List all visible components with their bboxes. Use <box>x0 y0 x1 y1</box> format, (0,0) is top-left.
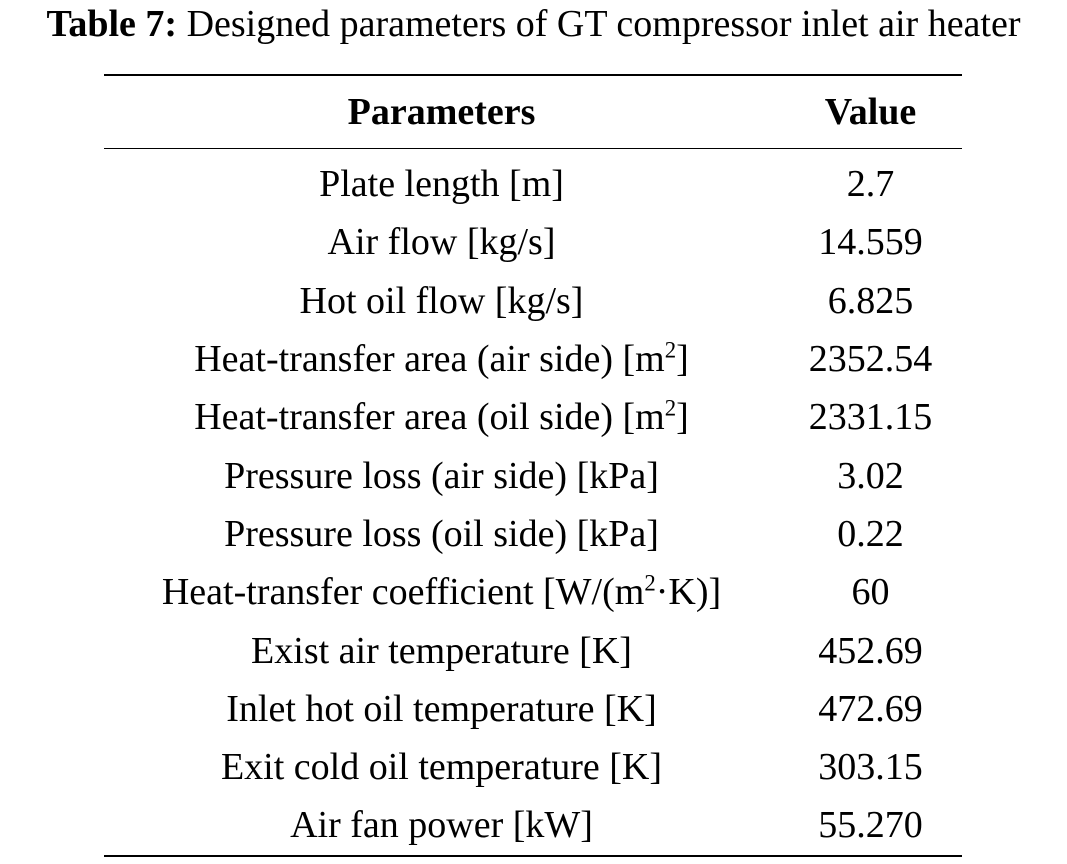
param-text: Heat-transfer coefficient [W/(m <box>161 571 645 614</box>
superscript: 2 <box>664 395 677 421</box>
row-parameter: Air fan power [kW] <box>104 796 779 857</box>
row-value: 2.7 <box>846 163 895 206</box>
param-text: ] <box>676 396 689 439</box>
parameters-table-container: Parameters Value Plate length [m] 2.7 Ai… <box>104 74 962 857</box>
row-parameter: Exit cold oil temperature [K] <box>220 746 663 789</box>
row-parameter: Hot oil flow [kg/s] <box>299 279 584 322</box>
row-parameter: Plate length [m] <box>319 163 564 206</box>
header-value: Value <box>779 74 962 149</box>
row-parameter: Exist air temperature [K] <box>251 629 632 672</box>
table-row: Heat-transfer area (oil side) [m2] 2331.… <box>104 388 962 446</box>
row-value: 452.69 <box>818 629 923 672</box>
row-parameter: Air flow [kg/s] <box>327 221 556 264</box>
param-text: ·K)] <box>655 571 722 614</box>
table-row: Pressure loss (oil side) [kPa] 0.22 <box>104 505 962 563</box>
table-row: Heat-transfer area (air side) [m2] 2352.… <box>104 330 962 388</box>
row-parameter: Heat-transfer area (air side) [m2] <box>104 330 779 388</box>
table-row: Heat-transfer coefficient [W/(m2·K)] 60 <box>104 563 962 621</box>
row-parameter: Inlet hot oil temperature [K] <box>226 687 657 730</box>
row-parameter: Heat-transfer area (oil side) [m2] <box>104 388 779 446</box>
param-text: Heat-transfer area (oil side) [m <box>194 396 665 439</box>
table-row: Air flow [kg/s] 14.559 <box>104 213 962 271</box>
row-value: 6.825 <box>827 279 914 322</box>
row-value: 0.22 <box>837 512 904 555</box>
row-parameter: Pressure loss (air side) [kPa] <box>224 454 659 497</box>
table-row: Plate length [m] 2.7 <box>104 149 962 214</box>
row-value: 14.559 <box>818 221 923 264</box>
table-caption-text: Designed parameters of GT compressor inl… <box>186 3 1021 45</box>
row-value: 60 <box>851 571 890 614</box>
table-row: Hot oil flow [kg/s] 6.825 <box>104 272 962 330</box>
table-row: Pressure loss (air side) [kPa] 3.02 <box>104 446 962 504</box>
table-caption: Table 7: Designed parameters of GT compr… <box>0 2 1067 46</box>
table-caption-label: Table 7: <box>46 3 178 45</box>
superscript: 2 <box>664 337 677 363</box>
row-value: 2331.15 <box>808 396 933 439</box>
table-row: Exit cold oil temperature [K] 303.15 <box>104 738 962 796</box>
row-value: 303.15 <box>818 746 923 789</box>
table-row: Air fan power [kW] 55.270 <box>104 796 962 857</box>
param-text: Heat-transfer area (air side) [m <box>194 338 665 381</box>
row-value: 2352.54 <box>808 338 933 381</box>
row-value: 3.02 <box>837 454 904 497</box>
row-parameter: Pressure loss (oil side) [kPa] <box>224 512 659 555</box>
parameters-table: Parameters Value Plate length [m] 2.7 Ai… <box>104 74 962 857</box>
table-row: Exist air temperature [K] 452.69 <box>104 621 962 679</box>
superscript: 2 <box>644 570 656 596</box>
row-parameter: Heat-transfer coefficient [W/(m2·K)] <box>104 563 779 621</box>
table-row: Inlet hot oil temperature [K] 472.69 <box>104 680 962 738</box>
header-parameters: Parameters <box>104 74 779 149</box>
row-value: 472.69 <box>818 687 923 730</box>
row-value: 55.270 <box>779 796 962 857</box>
param-text: ] <box>676 338 689 381</box>
table-header-row: Parameters Value <box>104 74 962 149</box>
